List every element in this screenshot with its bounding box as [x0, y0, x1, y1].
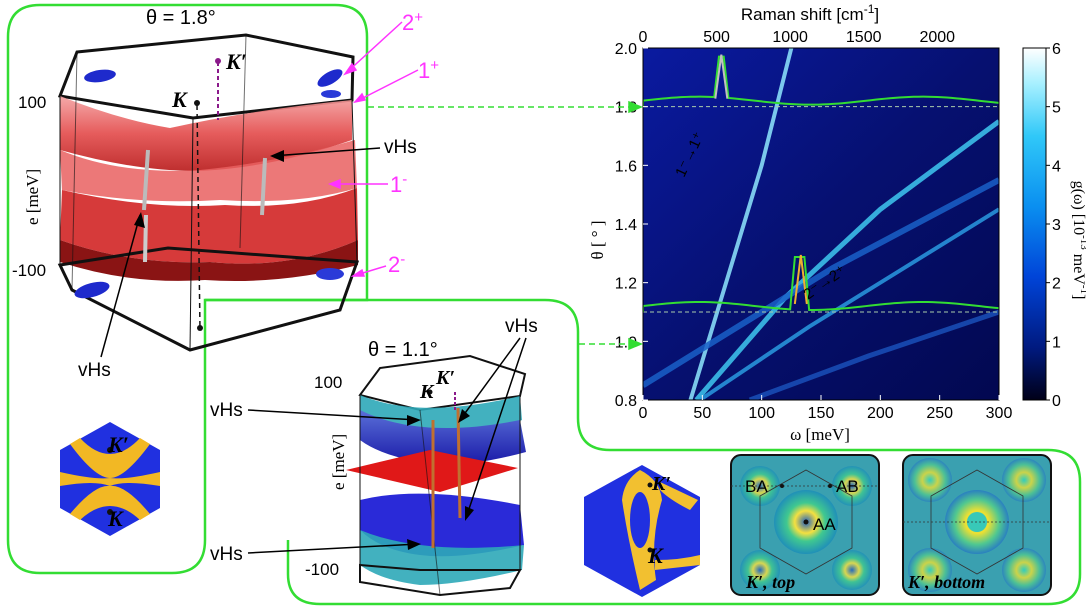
band-label-2plus: 2+: [402, 9, 423, 35]
energy-top-11: 100: [314, 373, 342, 392]
heatmap-chart: Raman shift [cm-1] 0 500 1000 1500 2000 0.81…: [588, 2, 1012, 444]
transition-streak: [698, 207, 999, 400]
cbar-tick-label: 6: [1052, 41, 1061, 58]
colorbar-title: g(ω) [10-13 meV-1]: [1070, 181, 1086, 300]
energy-bottom-11: -100: [305, 560, 339, 579]
x2-tick-label: 1500: [846, 29, 882, 46]
band-label-2minus: 2-: [388, 251, 405, 277]
y-tick-label: 1.4: [615, 217, 637, 234]
teal-lower-surface: [360, 530, 524, 585]
pocket: [317, 69, 343, 87]
transition-streak: [694, 119, 999, 400]
realspace-bottom-label: K′, bottom: [907, 572, 985, 592]
pocket: [321, 90, 341, 98]
label-AA: AA: [813, 515, 836, 534]
left-axis-title: θ [ ° ]: [588, 220, 607, 259]
y-tick-label: 0.8: [615, 393, 637, 410]
pocket: [74, 281, 110, 299]
label-Kp-inset-11: K′: [651, 473, 671, 495]
vhs-label-11-b: vHs: [505, 316, 538, 337]
blue-lower-surface: [360, 493, 524, 557]
fermi-inset-18: K′ K: [60, 422, 160, 536]
label-BA: BA: [745, 477, 768, 496]
panel-theta-11: θ = 1.1° K K′ 100 -100 e [meV] vHs vHs v…: [210, 316, 538, 597]
x-tick-label: 50: [693, 405, 711, 422]
colorbar: 0 1 2 3 4 5 6 g(ω) [10-13 meV-1]: [1022, 41, 1086, 410]
x-tick-label: 0: [639, 405, 648, 422]
label-K-inset: K: [107, 506, 124, 531]
band-surface-middle: [60, 140, 357, 202]
connector-arrows: [368, 100, 643, 351]
x-tick-label: 300: [986, 405, 1013, 422]
y-tick-label: 2.0: [615, 41, 637, 58]
cbar-tick-label: 2: [1052, 276, 1061, 293]
cbar-tick-label: 1: [1052, 334, 1061, 351]
theta-18-title: θ = 1.8°: [146, 7, 216, 29]
label-Kp-18: K′: [225, 49, 247, 74]
bottom-axis-title: ω [meV]: [790, 425, 850, 444]
label-AB: AB: [836, 477, 859, 496]
cbar-tick-label: 0: [1052, 393, 1061, 410]
realspace-bottom-inset: K′, bottom: [902, 454, 1052, 596]
energy-top-18: 100: [18, 93, 46, 112]
spectrum-peak: [793, 254, 808, 305]
x2-tick-label: 0: [639, 29, 648, 46]
x2-tick-label: 2000: [919, 29, 955, 46]
spectrum-curve: [643, 55, 999, 107]
realspace-top-label: K′, top: [745, 572, 795, 592]
x2-tick-label: 1000: [772, 29, 808, 46]
label-K-11: K: [419, 381, 435, 403]
frame-theta-11: [240, 298, 1082, 606]
band-label-1plus: 1+: [418, 57, 439, 83]
cbar-tick-label: 5: [1052, 100, 1061, 117]
heatmap-area: [643, 48, 999, 400]
pocket: [316, 268, 344, 280]
label-K-inset-11: K: [647, 543, 664, 568]
vhs-label-11-c: vHs: [210, 544, 243, 565]
realspace-top-inset: BA AB AA K′, top: [730, 454, 880, 596]
fermi-inset-11: K′ K: [584, 465, 700, 597]
x-tick-label: 150: [808, 405, 835, 422]
energy-label-18: e [meV]: [23, 169, 42, 225]
x-tick-label: 100: [748, 405, 775, 422]
x-tick-label: 250: [926, 405, 953, 422]
x-tick-label: 200: [867, 405, 894, 422]
band-label-1minus: 1-: [390, 171, 407, 197]
panel-frames: [6, 3, 1082, 606]
spectrum-curve: [643, 256, 999, 312]
vhs-label-11-a: vHs: [210, 400, 243, 421]
cbar-tick-label: 3: [1052, 217, 1061, 234]
band-surface-upper: [60, 96, 352, 171]
band-surface-lower: [60, 188, 358, 264]
cbar-tick-label: 4: [1052, 158, 1061, 175]
energy-label-11: e [meV]: [329, 434, 348, 490]
y-tick-label: 1.2: [615, 276, 637, 293]
theta-11-title: θ = 1.1°: [368, 339, 438, 361]
energy-bottom-18: -100: [12, 261, 46, 280]
transition-streak: [643, 177, 999, 388]
frame-theta-18: [6, 3, 369, 575]
label-Kp-inset: K′: [107, 432, 129, 457]
blue-upper-surface: [360, 410, 526, 465]
top-axis-title: Raman shift [cm-1]: [741, 2, 879, 24]
x2-tick-label: 500: [703, 29, 730, 46]
label-K-18: K: [171, 87, 188, 112]
vhs-label-18-left: vHs: [78, 360, 111, 381]
panel-theta-18: θ = 1.8° K K′ 100 -100: [12, 7, 439, 536]
pocket: [84, 69, 116, 83]
transition-streak: [748, 309, 999, 400]
vhs-label-18-right: vHs: [384, 137, 417, 158]
label-Kp-11: K′: [435, 367, 455, 389]
spectrum-peak: [714, 54, 729, 99]
y-tick-label: 1.6: [615, 158, 637, 175]
